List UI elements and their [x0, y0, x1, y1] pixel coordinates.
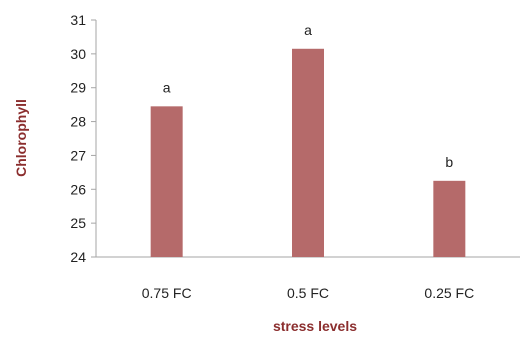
y-tick-label: 28 — [70, 114, 86, 130]
y-tick-label: 26 — [70, 181, 86, 197]
bar-0.25-fc — [433, 180, 466, 257]
bar-0.5-fc — [292, 48, 324, 258]
data-label-group: a a b — [163, 22, 454, 170]
x-category-label: 0.5 FC — [287, 285, 329, 301]
x-category-label: 0.75 FC — [142, 285, 192, 301]
y-tick-label: 27 — [70, 147, 86, 163]
x-axis-title: stress levels — [273, 318, 357, 334]
y-axis-title: Chlorophyll — [13, 99, 29, 177]
y-tick-label: 25 — [70, 215, 86, 231]
bar-group — [150, 48, 466, 258]
y-tick-label: 31 — [70, 12, 86, 28]
x-category-label: 0.25 FC — [424, 285, 474, 301]
category-label-group: 0.75 FC 0.5 FC 0.25 FC — [142, 285, 474, 301]
bar-significance-label: a — [163, 79, 171, 95]
y-tick-label: 30 — [70, 46, 86, 62]
y-tick-group: 24 25 26 27 28 29 30 31 — [70, 12, 96, 265]
y-tick-label: 29 — [70, 80, 86, 96]
bar-0.75-fc — [150, 106, 183, 257]
y-tick-label: 24 — [70, 249, 86, 265]
bar-significance-label: b — [445, 154, 453, 170]
bar-significance-label: a — [304, 22, 312, 38]
